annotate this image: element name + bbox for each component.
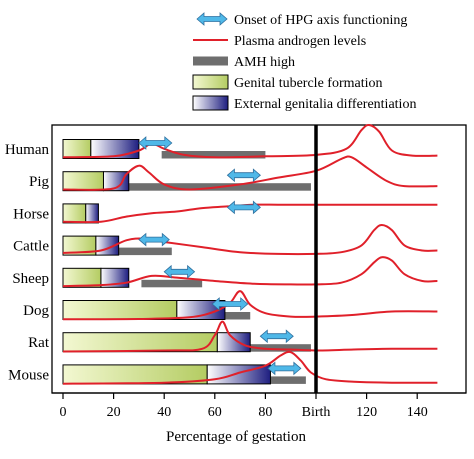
hpg-onset-arrow-icon [211, 297, 249, 311]
genitalia-differentiation-bar [102, 171, 130, 192]
species-label: Human [5, 142, 50, 158]
legend-item-3: Genital tubercle formation [192, 74, 383, 91]
legend-label: External genitalia differentiation [234, 97, 416, 112]
legend-item-4: External genitalia differentiation [192, 95, 416, 112]
species-row-pig: Pig [29, 155, 438, 192]
amh-bar [270, 376, 306, 384]
x-tick-label: 60 [208, 405, 222, 420]
tubercle-formation-bar [62, 139, 92, 159]
plot-area: Human Pig Horse Cattle Sheep Dog Rat Mouse 0 20 4… [5, 123, 467, 420]
x-axis-title: Percentage of gestation [166, 429, 306, 445]
species-rows: Human Pig Horse Cattle Sheep Dog Rat Mouse [5, 123, 438, 385]
tubercle-formation-bar [62, 300, 178, 320]
androgen-curve [62, 290, 438, 321]
x-axis-ticks: 0 20 40 60 80 Birth 120 140 [60, 393, 428, 420]
legend-amh-bar-icon [193, 56, 228, 66]
plot-frame [51, 124, 467, 394]
legend-label: Onset of HPG axis functioning [234, 13, 407, 28]
hpg-onset-arrow-icon [259, 329, 294, 344]
x-tick-label: 80 [258, 405, 272, 420]
legend-tubercle-swatch-icon [192, 74, 229, 90]
androgen-curve [62, 155, 438, 191]
amh-bar [141, 279, 203, 288]
hpg-onset-arrow-icon [226, 168, 261, 183]
species-row-sheep: Sheep [12, 256, 438, 288]
x-tick-label: 0 [60, 405, 67, 420]
hpg-onset-arrow-icon [138, 136, 173, 150]
species-row-rat: Rat [28, 320, 438, 353]
legend: Onset of HPG axis functioning Plasma andr… [192, 12, 416, 112]
species-row-cattle: Cattle [13, 223, 438, 256]
species-label: Horse [13, 206, 49, 222]
amh-bar [118, 247, 172, 256]
species-label: Mouse [8, 367, 49, 383]
x-tick-label: 140 [407, 405, 428, 420]
hpg-onset-arrow-icon [138, 232, 170, 247]
species-label: Dog [23, 303, 49, 319]
species-label: Rat [28, 335, 50, 351]
legend-label: Plasma androgen levels [234, 34, 366, 49]
tubercle-formation-bar [62, 203, 87, 224]
species-label: Cattle [13, 239, 49, 255]
x-tick-label: 40 [157, 405, 171, 420]
androgen-curve [62, 350, 438, 385]
x-tick-label: Birth [302, 405, 331, 420]
tubercle-formation-bar [62, 332, 218, 353]
species-label: Sheep [12, 271, 49, 287]
genitalia-differentiation-bar [176, 300, 226, 320]
tubercle-formation-bar [62, 171, 104, 192]
species-row-mouse: Mouse [8, 350, 438, 385]
legend-differentiation-swatch-icon [192, 95, 229, 111]
x-tick-label: 120 [356, 405, 377, 420]
hpg-onset-arrow-icon [226, 200, 261, 215]
x-tick-label: 20 [107, 405, 121, 420]
legend-hpg-arrow-icon [196, 12, 228, 26]
legend-label: Genital tubercle formation [234, 76, 383, 91]
legend-item-2: AMH high [193, 55, 295, 70]
amh-bar [161, 151, 266, 159]
hpg-onset-arrow-icon [267, 361, 302, 376]
legend-item-0: Onset of HPG axis functioning [196, 12, 407, 28]
species-row-dog: Dog [23, 290, 438, 321]
androgen-curve [62, 320, 438, 353]
legend-label: AMH high [234, 55, 295, 70]
genitalia-differentiation-bar [216, 332, 251, 353]
species-label: Pig [29, 174, 50, 190]
species-row-horse: Horse [13, 200, 438, 224]
genitalia-differentiation-bar [85, 203, 99, 224]
species-row-human: Human [5, 123, 438, 159]
legend-item-1: Plasma androgen levels [193, 34, 366, 49]
hpg-onset-arrow-icon [163, 264, 196, 279]
